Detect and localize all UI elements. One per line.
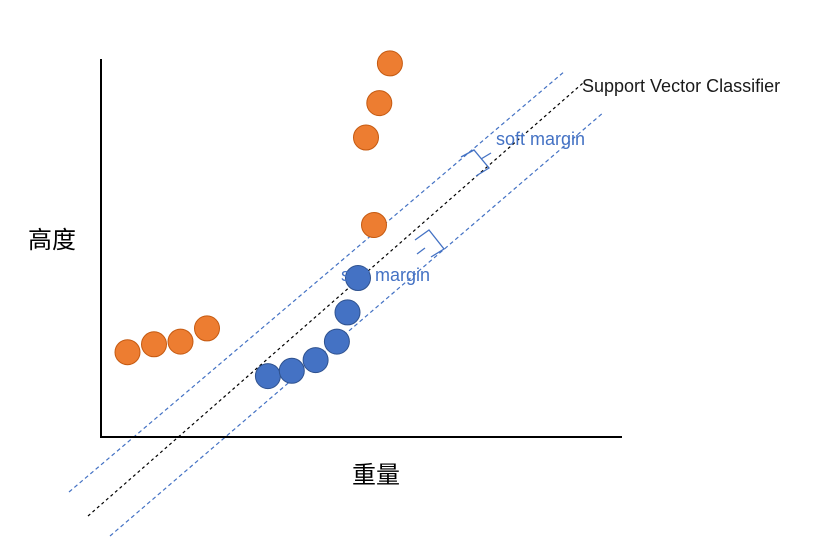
line-layer bbox=[68, 70, 605, 537]
classifier-label: Support Vector Classifier bbox=[582, 76, 780, 96]
blue-point bbox=[302, 347, 329, 374]
blue-point bbox=[334, 299, 361, 326]
bracket-bottom-tick bbox=[416, 247, 426, 255]
bracket-top-tick bbox=[480, 152, 492, 160]
orange-point bbox=[366, 90, 393, 117]
orange-point bbox=[353, 124, 379, 151]
points-layer bbox=[114, 50, 403, 390]
orange-point bbox=[376, 50, 403, 77]
axes bbox=[100, 59, 622, 438]
margin-brackets bbox=[414, 149, 492, 258]
orange-point bbox=[141, 331, 167, 358]
blue-point bbox=[323, 328, 350, 355]
blue-point bbox=[345, 265, 371, 291]
upper-margin-line bbox=[68, 70, 566, 493]
soft-margin-label-top: soft margin bbox=[496, 129, 585, 149]
blue-point bbox=[254, 363, 281, 390]
classifier-line bbox=[87, 82, 584, 517]
lower-margin-line bbox=[109, 111, 605, 537]
orange-point bbox=[167, 328, 194, 355]
orange-point bbox=[194, 315, 220, 342]
bracket-top bbox=[460, 149, 490, 177]
bracket-bottom bbox=[414, 229, 445, 258]
orange-point bbox=[114, 339, 141, 366]
blue-point bbox=[278, 357, 305, 384]
orange-point bbox=[361, 212, 387, 238]
soft-margin-label-bottom: soft margin bbox=[341, 265, 430, 285]
x-axis-label: 重量 bbox=[352, 461, 400, 489]
y-axis-label: 高度 bbox=[28, 226, 76, 254]
